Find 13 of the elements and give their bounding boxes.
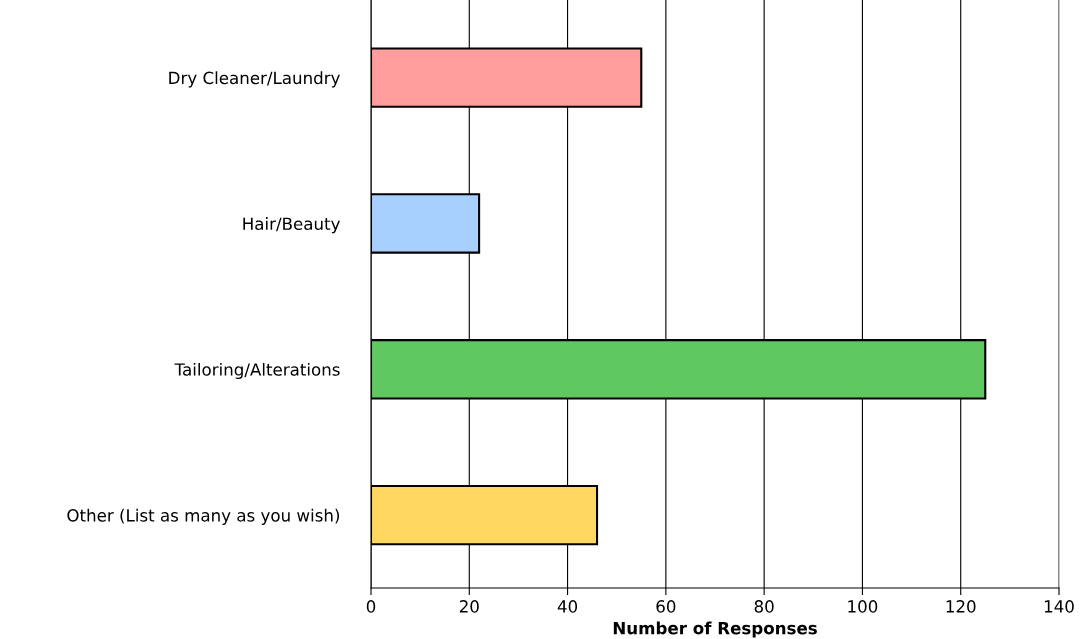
x-tick-label: 0 (366, 600, 376, 613)
x-tick-label: 140 (1044, 600, 1074, 613)
x-tick-label: 80 (754, 600, 774, 613)
y-tick-label: Hair/Beauty (243, 217, 340, 234)
x-tick-label: 120 (946, 600, 976, 613)
x-tick-label: 60 (656, 600, 676, 613)
y-tick-label: Dry Cleaner/Laundry (169, 71, 340, 88)
y-tick-label: Tailoring/Alterations (174, 362, 340, 380)
x-tick-label: 40 (557, 600, 578, 613)
y-tick-label: Other (List as many as you wish) (67, 508, 340, 525)
x-tick-label: 20 (459, 600, 479, 613)
x-axis-title: Number of Responses (613, 621, 817, 638)
x-tick-label: 100 (848, 600, 878, 613)
